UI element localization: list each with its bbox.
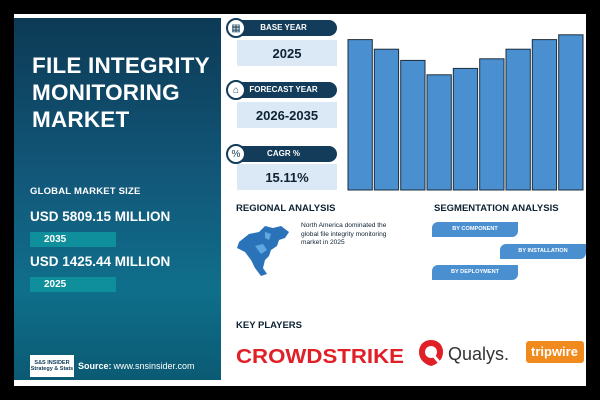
crowdstrike-logo: CROWDSTRIKE bbox=[236, 346, 404, 368]
source-line: S&S INSIDER Strategy & Stats Source: www… bbox=[30, 355, 195, 377]
svg-text:CROWDSTRIKE: CROWDSTRIKE bbox=[236, 346, 404, 368]
regional-analysis-title: REGIONAL ANALYSIS bbox=[236, 203, 336, 214]
base-year-header: BASE YEAR bbox=[230, 20, 337, 36]
segment-by-installation: BY INSTALLATION bbox=[500, 244, 586, 259]
chart-bar-7 bbox=[505, 48, 531, 191]
chart-bar-4 bbox=[426, 74, 452, 191]
market-growth-bar-chart bbox=[347, 34, 584, 191]
forecast-year-header: FORECAST YEAR bbox=[230, 82, 337, 98]
source-url[interactable]: www.snsinsider.com bbox=[113, 361, 195, 371]
svg-text:tripwire: tripwire bbox=[531, 344, 578, 359]
year-badge-2025: 2025 bbox=[30, 277, 116, 292]
segment-by-deployment: BY DEPLOYMENT bbox=[432, 265, 518, 280]
chart-bar-8 bbox=[531, 39, 558, 191]
chart-bar-6 bbox=[479, 58, 505, 191]
svg-text:Qualys.: Qualys. bbox=[448, 344, 509, 364]
chart-bar-9 bbox=[558, 34, 584, 191]
chart-bar-1 bbox=[347, 39, 373, 191]
chart-bar-3 bbox=[400, 59, 426, 191]
forecast-year-value: 2026-2035 bbox=[237, 102, 337, 128]
report-title: FILE INTEGRITY MONITORING MARKET bbox=[32, 53, 210, 132]
market-value-2035: USD 5809.15 MILLION bbox=[30, 209, 171, 224]
forecast-icon: ⌂ bbox=[226, 80, 246, 100]
summary-panel: FILE INTEGRITY MONITORING MARKET GLOBAL … bbox=[14, 18, 221, 380]
segmentation-analysis-title: SEGMENTATION ANALYSIS bbox=[434, 203, 559, 214]
cagr-header: CAGR % bbox=[230, 146, 337, 162]
growth-icon: % bbox=[226, 144, 246, 164]
key-players-title: KEY PLAYERS bbox=[236, 320, 302, 331]
chart-bar-2 bbox=[373, 48, 400, 191]
source-label: Source: bbox=[78, 361, 112, 371]
calendar-icon: ▦ bbox=[226, 18, 246, 38]
segment-by-component: BY COMPONENT bbox=[432, 222, 518, 237]
sns-insider-logo: S&S INSIDER Strategy & Stats bbox=[30, 355, 74, 377]
qualys-logo: Qualys. bbox=[419, 340, 509, 366]
cagr-value: 15.11% bbox=[237, 164, 337, 190]
market-value-2025: USD 1425.44 MILLION bbox=[30, 254, 171, 269]
base-year-value: 2025 bbox=[237, 40, 337, 66]
chart-bar-5 bbox=[452, 67, 479, 191]
market-size-label: GLOBAL MARKET SIZE bbox=[30, 186, 141, 197]
year-badge-2035: 2035 bbox=[30, 232, 116, 247]
north-america-map-icon bbox=[237, 226, 289, 276]
tripwire-logo: tripwire bbox=[526, 341, 584, 363]
regional-summary: North America dominated the global file … bbox=[301, 222, 387, 246]
